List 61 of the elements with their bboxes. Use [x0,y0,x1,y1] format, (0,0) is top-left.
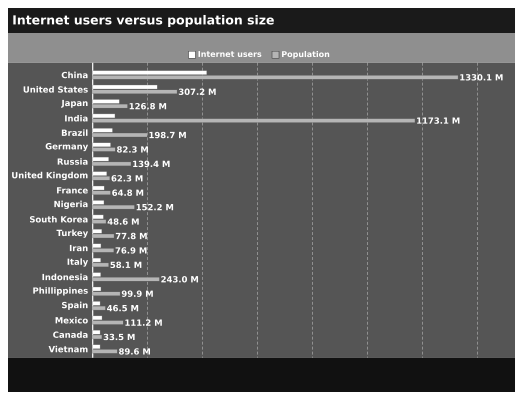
y-tick-label: Vietnam [48,346,88,352]
data-label: 99.9 M [122,290,153,297]
bar [92,147,116,152]
bar [92,104,128,108]
y-tick-label: United Kingdom [12,172,88,180]
bar [92,118,416,123]
data-label: 1330.1 M [460,74,503,81]
bar [92,190,111,195]
bar [92,205,135,210]
y-tick-label: Turkey [56,230,88,238]
data-label: 82.3 M [117,146,148,153]
chart-title: Internet users versus population size [13,14,274,28]
bar [92,306,106,310]
y-tick-label: Mexico [56,316,88,324]
bar [92,234,114,238]
y-tick-label: United States [24,86,88,93]
data-label: 33.5 M [104,334,135,340]
bar [92,262,109,267]
bar [92,162,132,166]
data-label: 198.7 M [149,132,186,138]
y-tick-label: China [62,72,88,78]
bar [92,277,160,282]
bar [92,334,102,340]
y-tick-label: Phillippines [33,287,88,296]
y-tick-label: South Korea [30,216,88,223]
bar [92,90,178,94]
data-label: 111.2 M [125,319,162,326]
y-tick-label: Nigeria [54,200,88,209]
data-label: 1173.1 M [417,117,460,124]
data-label: 89.6 M [119,348,150,355]
bar [92,248,114,253]
y-tick-label: Brazil [62,129,88,136]
y-tick-label: Germany [46,143,88,152]
bar [92,219,106,224]
bar [92,349,118,354]
y-tick-label: India [65,114,88,122]
bar [92,132,148,138]
y-tick-label: Iran [70,244,88,252]
y-tick-label: Spain [62,302,88,310]
y-tick-label: Canada [53,331,88,338]
data-label: 58.1 M [110,262,142,268]
data-label: 48.6 M [108,218,139,225]
y-tick-label: Italy [68,258,88,267]
data-label: 76.9 M [116,247,147,254]
data-label: 62.3 M [112,175,142,182]
bar [92,292,120,296]
data-label: 307.2 M [178,88,216,95]
data-label: 77.8 M [116,232,147,240]
data-label: 152.2 M [136,204,174,210]
data-label: 243.0 M [161,276,198,282]
bar [92,320,124,325]
bar [92,176,110,180]
data-label: 64.8 M [112,190,144,196]
y-tick-label: France [57,187,88,194]
data-label: 46.5 M [107,304,138,312]
y-tick-label: Japan [61,100,88,108]
y-tick-label: Russia [58,158,88,165]
bar [92,75,458,80]
data-label: 126.8 M [130,102,166,110]
y-tick-label: Indonesia [42,274,88,280]
data-label: 139.4 M [133,160,170,168]
